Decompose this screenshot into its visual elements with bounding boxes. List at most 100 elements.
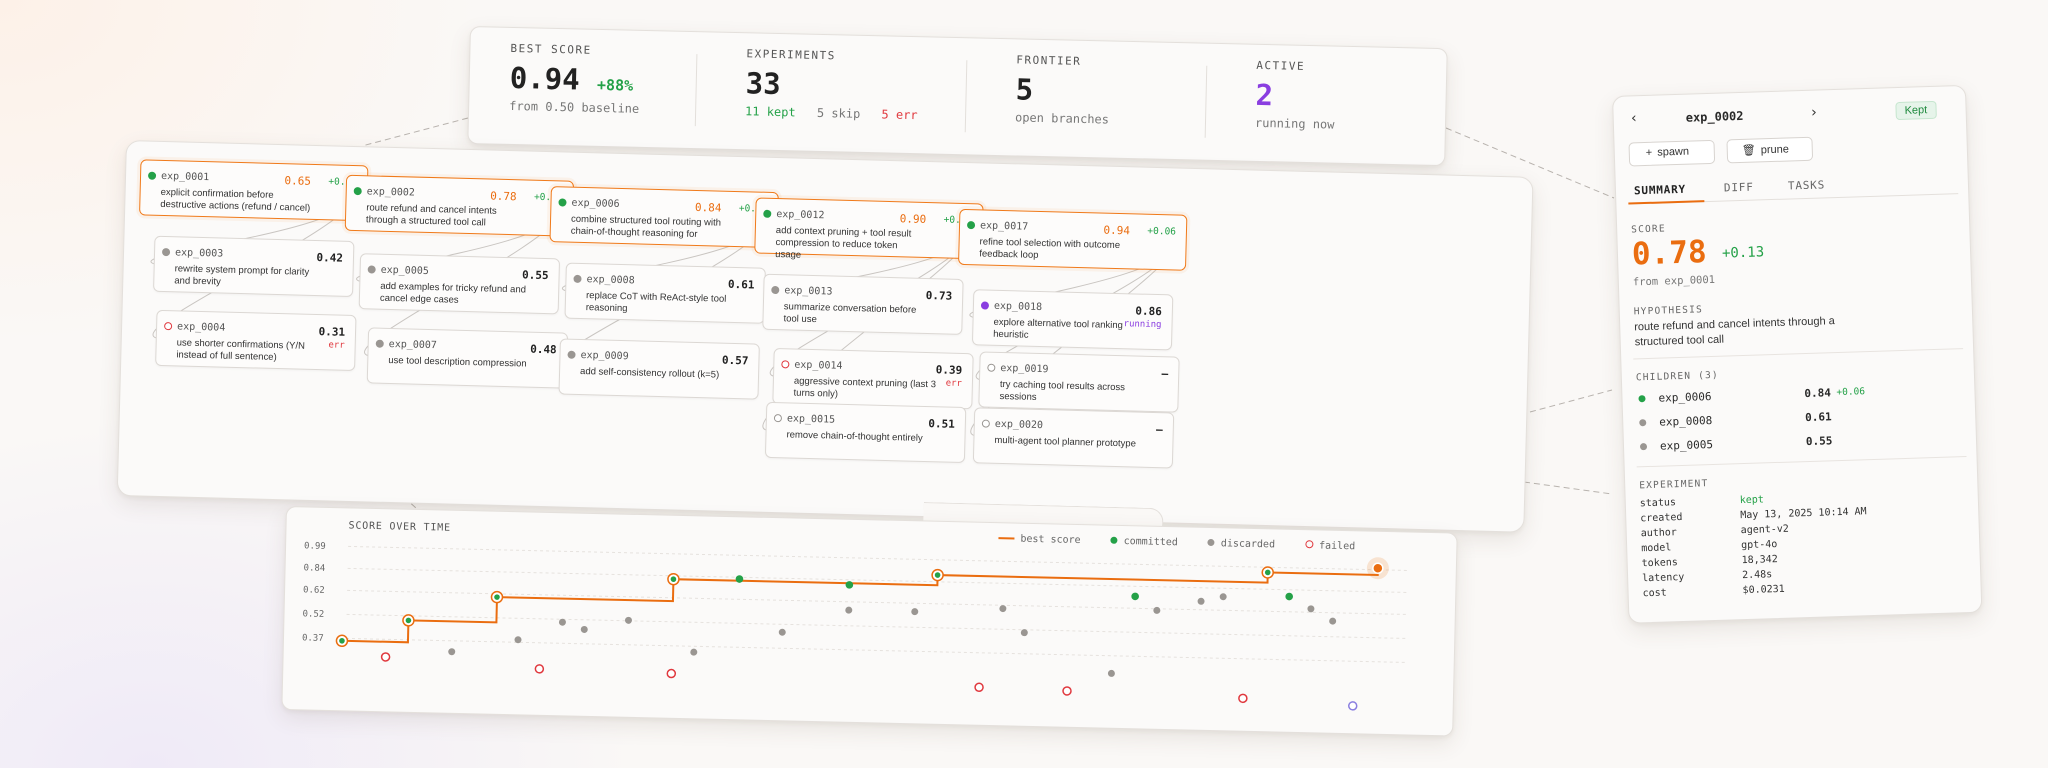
detail-panel: ‹ exp_0002 › Kept + spawn 🗑 prune SUMMARY …: [1612, 84, 1983, 624]
experiment-node-exp-0014[interactable]: exp_0014 aggressive context pruning (last…: [772, 348, 974, 410]
node-score: 0.57: [721, 353, 749, 368]
node-hypothesis: use tool description compression: [388, 354, 527, 370]
score-label: SCORE: [1631, 223, 1666, 236]
tab-summary[interactable]: SUMMARY: [1633, 182, 1687, 198]
committed-point: [1131, 592, 1139, 601]
experiment-node-exp-0005[interactable]: exp_0005 add examples for tricky refund a…: [358, 253, 561, 315]
committed-point: [735, 575, 744, 583]
experiment-node-exp-0013[interactable]: exp_0013 summarize conversation before to…: [762, 273, 964, 335]
node-hypothesis: replace CoT with ReAct-style tool reason…: [585, 290, 727, 315]
discarded-point: [778, 628, 786, 636]
experiment-node-exp-0001[interactable]: exp_0001 explicit confirmation before des…: [139, 159, 369, 222]
experiment-node-exp-0017[interactable]: exp_0017 refine tool selection with outco…: [958, 208, 1188, 271]
node-tag: err: [328, 340, 345, 351]
discarded-point: [1307, 605, 1315, 613]
discarded-point: [1197, 597, 1205, 605]
status-dot-icon: [1639, 443, 1648, 451]
stats-bar: BEST SCORE 0.94 +88% from 0.50 baseline …: [467, 26, 1448, 167]
meta-value: agent-v2: [1740, 523, 1790, 537]
experiment-node-exp-0008[interactable]: exp_0008 replace CoT with ReAct-style too…: [564, 262, 766, 324]
status-dot-icon: [558, 198, 567, 207]
failed-point: [1238, 693, 1248, 704]
meta-key: created: [1640, 511, 1683, 525]
best-score-sub: from 0.50 baseline: [509, 98, 640, 116]
child-row[interactable]: exp_0006 0.84 +0.06: [1636, 382, 1956, 405]
child-row[interactable]: exp_0008 0.61: [1637, 406, 1957, 429]
experiment-node-exp-0002[interactable]: exp_0002 route refund and cancel intents …: [344, 174, 575, 237]
experiments-stat: EXPERIMENTS 33 11 kept 5 skip 5 err: [745, 47, 919, 122]
active-stat: ACTIVE 2 running now: [1255, 59, 1336, 132]
status-dot-icon: [567, 350, 576, 359]
node-id: exp_0002: [366, 186, 416, 199]
discarded-point: [911, 608, 919, 616]
node-delta: +0.06: [1147, 225, 1177, 238]
node-id: exp_0004: [176, 321, 226, 334]
running-point: [1347, 701, 1358, 711]
node-hypothesis: rewrite system prompt for clarity and br…: [174, 263, 310, 288]
discarded-point: [1020, 629, 1028, 637]
node-id: exp_0015: [786, 413, 836, 426]
chart-plot: 0.99 0.84 0.62 0.52 0.37: [302, 541, 1408, 711]
node-hypothesis: remove chain-of-thought entirely: [786, 429, 923, 444]
node-id: exp_0009: [580, 349, 629, 363]
divider: [694, 54, 698, 127]
child-row[interactable]: exp_0005 0.55: [1638, 430, 1958, 453]
child-score: 0.61: [1804, 410, 1832, 425]
experiment-node-exp-0007[interactable]: exp_0007 use tool description compression…: [366, 327, 569, 389]
node-id: exp_0018: [993, 300, 1043, 314]
experiment-node-exp-0019[interactable]: exp_0019 try caching tool results across …: [978, 351, 1180, 413]
meta-key: status: [1639, 497, 1677, 510]
grid-line: [346, 637, 1406, 663]
detail-tabs: SUMMARY DIFF TASKS: [1627, 170, 1959, 205]
divider: [1204, 65, 1208, 138]
node-score: 0.55: [521, 268, 549, 283]
node-hypothesis: add self-consistency rollout (k=5): [579, 365, 720, 381]
children-label: CHILDREN (3): [1635, 369, 1720, 384]
grid-line: [346, 613, 1407, 639]
experiment-node-exp-0003[interactable]: exp_0003 rewrite system prompt for clarit…: [153, 235, 355, 297]
experiment-node-exp-0004[interactable]: exp_0004 use shorter confirmations (Y/N i…: [155, 309, 357, 372]
node-id: exp_0013: [784, 285, 833, 298]
status-dot-icon: [987, 363, 996, 372]
meta-key: cost: [1642, 587, 1667, 600]
trash-icon: 🗑: [1741, 144, 1756, 157]
meta-row-tokens: tokens 18,342: [1642, 554, 1778, 569]
score-chart: SCORE OVER TIME best score committed dis…: [281, 506, 1458, 737]
committed-point: [670, 576, 677, 583]
active-value: 2: [1255, 77, 1274, 113]
current-best-point: [1372, 562, 1384, 574]
committed-point: [934, 572, 941, 578]
discarded-point: [1329, 617, 1337, 625]
status-dot-icon: [375, 339, 384, 348]
discarded-point: [845, 606, 853, 614]
meta-row-status: status kept: [1639, 494, 1764, 510]
experiment-meta: status kept created May 13, 2025 10:14 AM au…: [1613, 86, 1965, 599]
y-tick-label: 0.99: [304, 541, 326, 551]
plus-icon: +: [1645, 146, 1653, 159]
discarded-point: [624, 616, 632, 624]
prev-chevron-icon[interactable]: ‹: [1629, 110, 1639, 127]
status-dot-icon: [981, 419, 990, 428]
prune-button[interactable]: 🗑 prune: [1726, 136, 1814, 164]
node-hypothesis: summarize conversation before tool use: [783, 301, 917, 326]
skip-count: 5 skip: [816, 105, 861, 121]
experiment-node-exp-0020[interactable]: exp_0020 multi-agent tool planner prototy…: [972, 407, 1175, 469]
best-score-stat: BEST SCORE 0.94 +88% from 0.50 baseline: [509, 42, 641, 116]
next-chevron-icon[interactable]: ›: [1809, 104, 1819, 121]
tab-tasks[interactable]: TASKS: [1787, 178, 1826, 193]
experiment-node-exp-0012[interactable]: exp_0012 add context pruning + tool resul…: [754, 197, 984, 261]
meta-row-created: created May 13, 2025 10:14 AM: [1640, 506, 1867, 525]
experiment-node-exp-0018[interactable]: exp_0018 explore alternative tool ranking…: [971, 289, 1174, 351]
experiment-node-exp-0006[interactable]: exp_0006 combine structured tool routing …: [549, 186, 779, 249]
divider: [1636, 456, 1967, 468]
node-id: exp_0020: [994, 418, 1044, 432]
discarded-point: [514, 636, 522, 644]
tab-diff[interactable]: DIFF: [1723, 180, 1754, 195]
status-dot-icon: [763, 209, 772, 218]
discarded-point: [558, 618, 566, 626]
discarded-point: [999, 605, 1007, 613]
grid-line: [347, 589, 1407, 615]
spawn-button[interactable]: + spawn: [1628, 139, 1716, 167]
